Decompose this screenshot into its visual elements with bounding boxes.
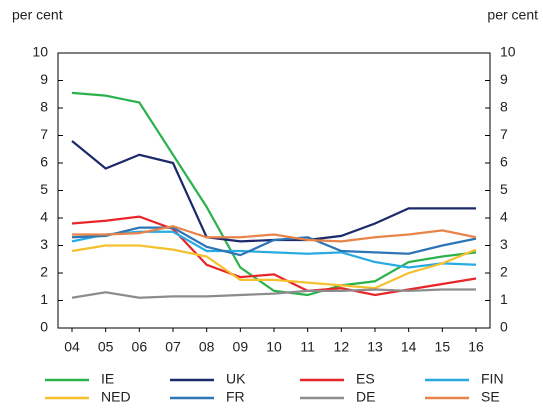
x-tick-label: 15 — [435, 339, 451, 355]
x-tick-label: 04 — [64, 339, 80, 355]
x-tick-label: 14 — [401, 339, 417, 355]
series-line — [71, 244, 477, 290]
legend-label: ES — [356, 371, 375, 387]
x-tick-label: 07 — [165, 339, 181, 355]
y2-tick-label: 0 — [500, 319, 508, 335]
x-tick-label: 10 — [266, 339, 282, 355]
y2-tick-label: 7 — [500, 126, 508, 142]
legend-label: UK — [226, 371, 246, 387]
x-tick-label: 08 — [199, 339, 215, 355]
y-tick-label: 3 — [40, 236, 48, 252]
legend-label: NED — [101, 389, 131, 405]
x-tick-label: 12 — [334, 339, 350, 355]
y2-tick-label: 6 — [500, 154, 508, 170]
legend-label: IE — [101, 371, 114, 387]
y-tick-label: 8 — [40, 99, 48, 115]
x-tick-label: 06 — [132, 339, 148, 355]
x-tick-label: 05 — [98, 339, 114, 355]
legend-label: FR — [226, 389, 245, 405]
series-line — [71, 91, 477, 297]
y2-tick-label: 1 — [500, 291, 508, 307]
y-tick-label: 4 — [40, 209, 48, 225]
legend-label: DE — [356, 389, 375, 405]
legend-label: FIN — [481, 371, 504, 387]
series-line — [71, 140, 476, 243]
series-line — [71, 226, 477, 257]
y2-tick-label: 10 — [500, 44, 516, 60]
y-tick-label: 7 — [40, 126, 48, 142]
y2-tick-label: 9 — [500, 71, 508, 87]
y2-axis-label: per cent — [487, 7, 538, 23]
y-axis-label: per cent — [12, 7, 63, 23]
y-tick-label: 1 — [40, 291, 48, 307]
x-tick-label: 16 — [468, 339, 484, 355]
y-tick-label: 6 — [40, 154, 48, 170]
x-tick-label: 11 — [300, 339, 315, 355]
legend-label: SE — [481, 389, 500, 405]
y-tick-label: 10 — [32, 44, 48, 60]
y2-tick-label: 4 — [500, 209, 508, 225]
y2-tick-label: 5 — [500, 181, 508, 197]
y-tick-label: 0 — [40, 319, 48, 335]
series-line — [72, 225, 477, 243]
y2-tick-label: 2 — [500, 264, 508, 280]
series-line — [71, 230, 477, 269]
y-tick-label: 9 — [40, 71, 48, 87]
y2-tick-label: 3 — [500, 236, 508, 252]
x-tick-label: 09 — [233, 339, 249, 355]
y-tick-label: 2 — [40, 264, 48, 280]
y-tick-label: 5 — [40, 181, 48, 197]
series-line — [71, 215, 477, 297]
x-tick-label: 13 — [367, 339, 383, 355]
series-line — [71, 288, 476, 299]
y2-tick-label: 8 — [500, 99, 508, 115]
